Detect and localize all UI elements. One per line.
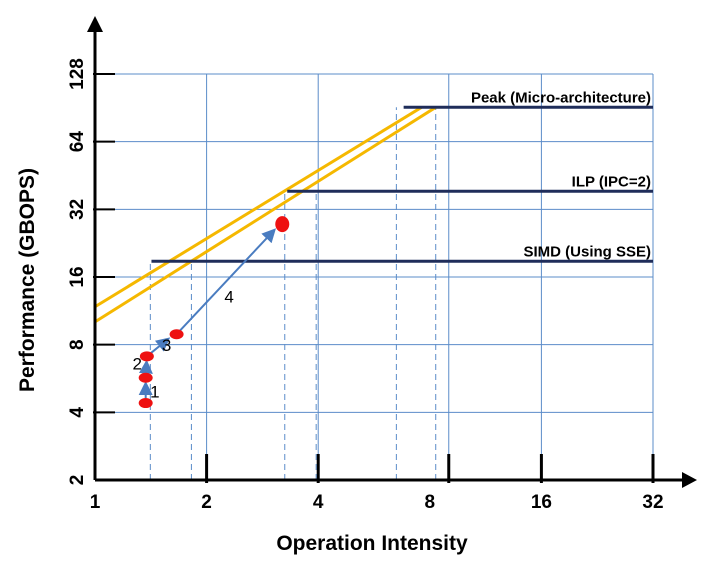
x-axis-title: Operation Intensity <box>276 532 468 555</box>
grid-lines <box>93 73 655 483</box>
y-axis-title: Performance (GBOPS) <box>16 168 39 392</box>
memory-bandwidth-slope <box>94 106 437 324</box>
roof-label: Peak (Micro-architecture) <box>471 89 651 106</box>
x-tick-label: 2 <box>201 492 212 513</box>
y-tick-label: 128 <box>67 58 88 90</box>
step-arrows <box>138 228 277 399</box>
step-label: 4 <box>224 288 233 307</box>
x-axis-arrowhead <box>682 472 697 488</box>
y-tick-label: 32 <box>67 199 88 220</box>
step-label: 1 <box>150 383 159 402</box>
x-tick-label: 1 <box>90 492 101 513</box>
roof-label: ILP (IPC=2) <box>572 173 651 190</box>
step-label: 2 <box>133 355 142 374</box>
roof-label: SIMD (Using SSE) <box>523 243 651 260</box>
y-tick-label: 64 <box>67 131 88 153</box>
step-label: 3 <box>162 336 171 355</box>
slope-lines <box>94 106 437 324</box>
x-tick-label: 32 <box>642 492 663 513</box>
x-tick-label: 4 <box>313 492 324 513</box>
step-arrow <box>179 228 277 332</box>
annotation-labels: Peak (Micro-architecture) ILP (IPC=2) SIMD… <box>133 89 651 401</box>
y-tick-label: 2 <box>67 475 88 486</box>
axes <box>87 16 697 488</box>
step-arrow <box>150 337 171 354</box>
y-tick-label: 4 <box>67 407 88 418</box>
data-point <box>138 372 153 383</box>
y-tick-label: 8 <box>67 339 88 350</box>
y-tick-label: 16 <box>67 266 88 287</box>
data-point <box>275 216 290 233</box>
dashed-drop-lines <box>149 107 437 480</box>
memory-bandwidth-slope <box>94 106 423 309</box>
data-point <box>169 329 184 340</box>
data-point <box>138 398 153 409</box>
x-tick-label: 16 <box>531 492 552 513</box>
data-point <box>139 351 154 362</box>
y-axis-arrowhead <box>87 16 103 32</box>
step-arrow <box>138 359 153 374</box>
data-points <box>138 216 290 409</box>
roof-lines <box>151 105 653 263</box>
x-tick-label: 8 <box>425 492 436 513</box>
